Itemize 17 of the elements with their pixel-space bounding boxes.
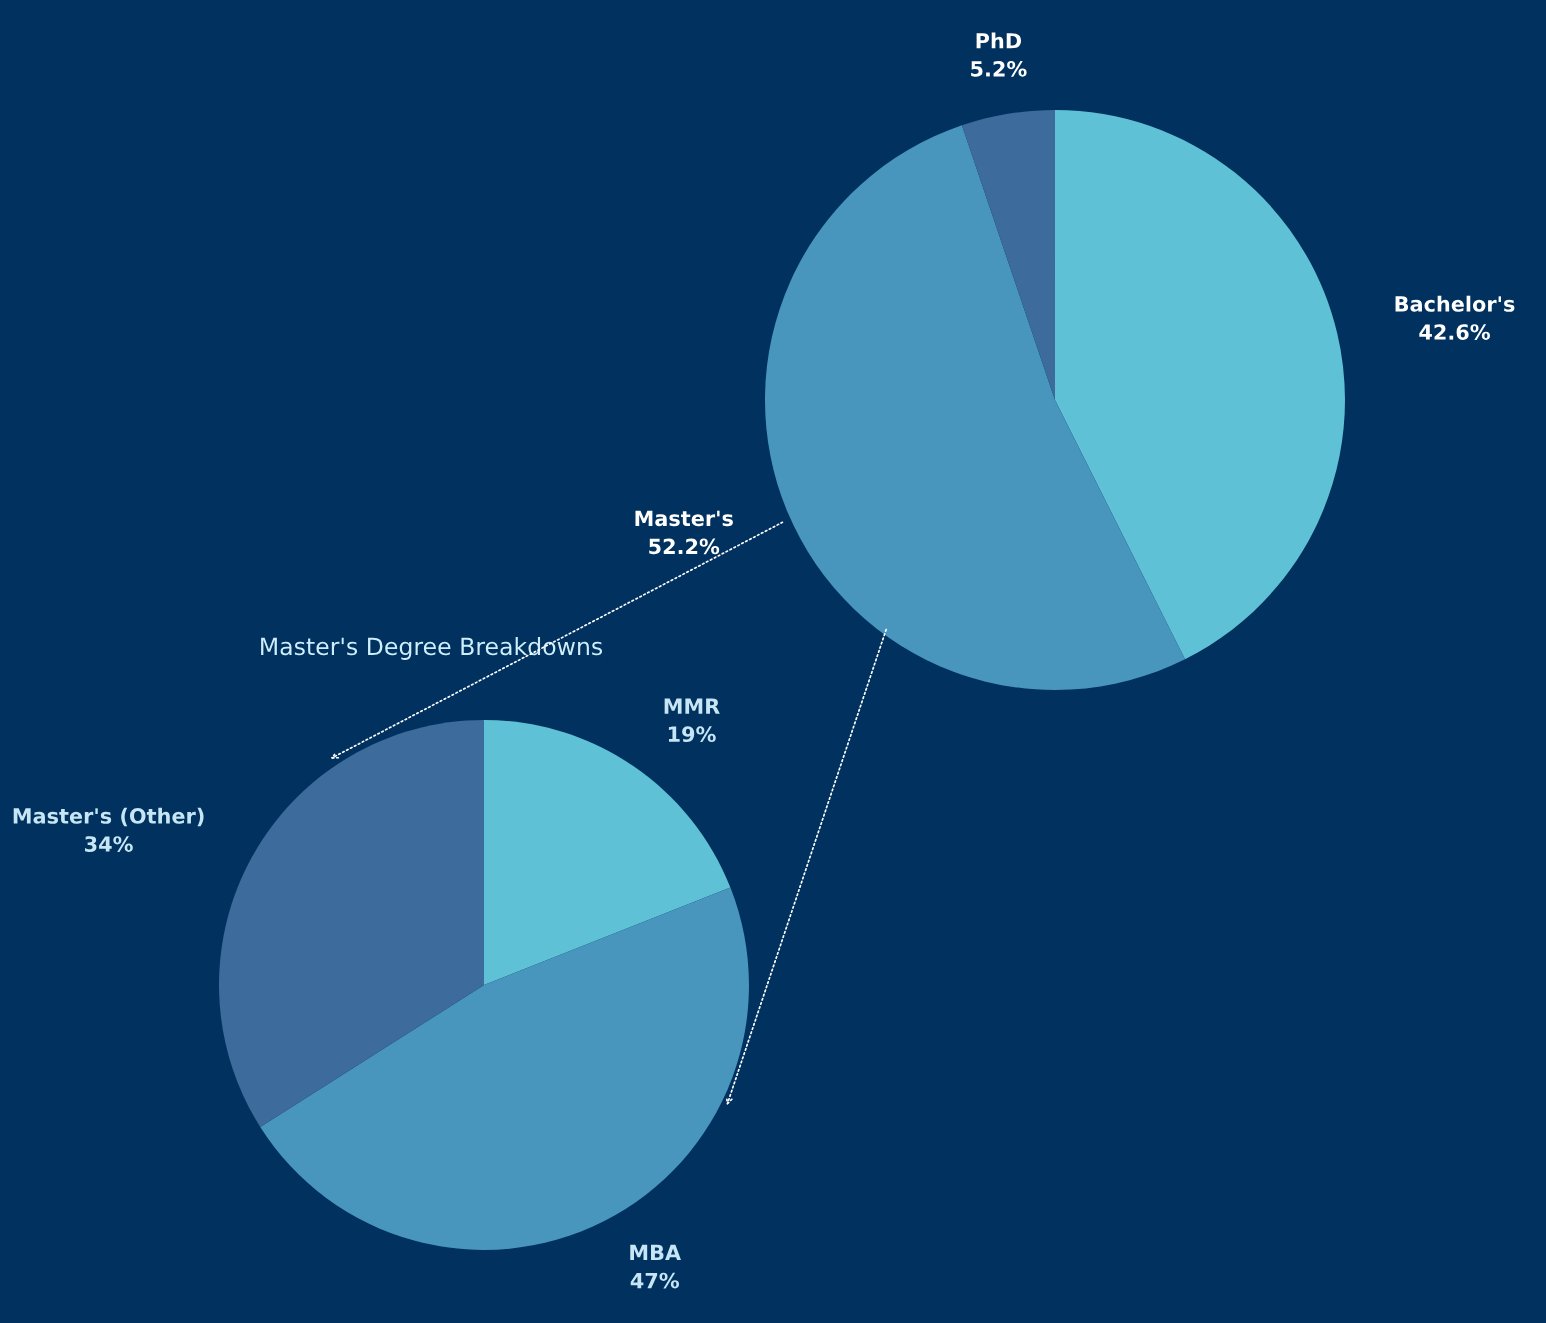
slice-label: Bachelor's	[1395, 295, 1515, 312]
data-label: 47%	[630, 1272, 680, 1289]
data-label: 52.2%	[649, 538, 720, 555]
data-label: 34%	[85, 836, 133, 852]
pie-slice	[219, 720, 484, 1127]
slice-label: Master's	[635, 510, 733, 527]
pie-slice	[961, 110, 1055, 400]
slice-label: PhD	[976, 32, 1022, 49]
slice-label: MMR	[664, 698, 720, 714]
pie-slice	[765, 125, 1186, 690]
data-label: 19%	[668, 726, 716, 743]
pie-slice	[1055, 110, 1345, 660]
data-label: 42.6%	[1419, 324, 1490, 340]
slice-label: Master's (Other)	[13, 807, 204, 827]
slice-label: MBA	[630, 1244, 681, 1261]
data-label: 5.2%	[971, 60, 1027, 77]
pie-slice	[484, 720, 731, 985]
